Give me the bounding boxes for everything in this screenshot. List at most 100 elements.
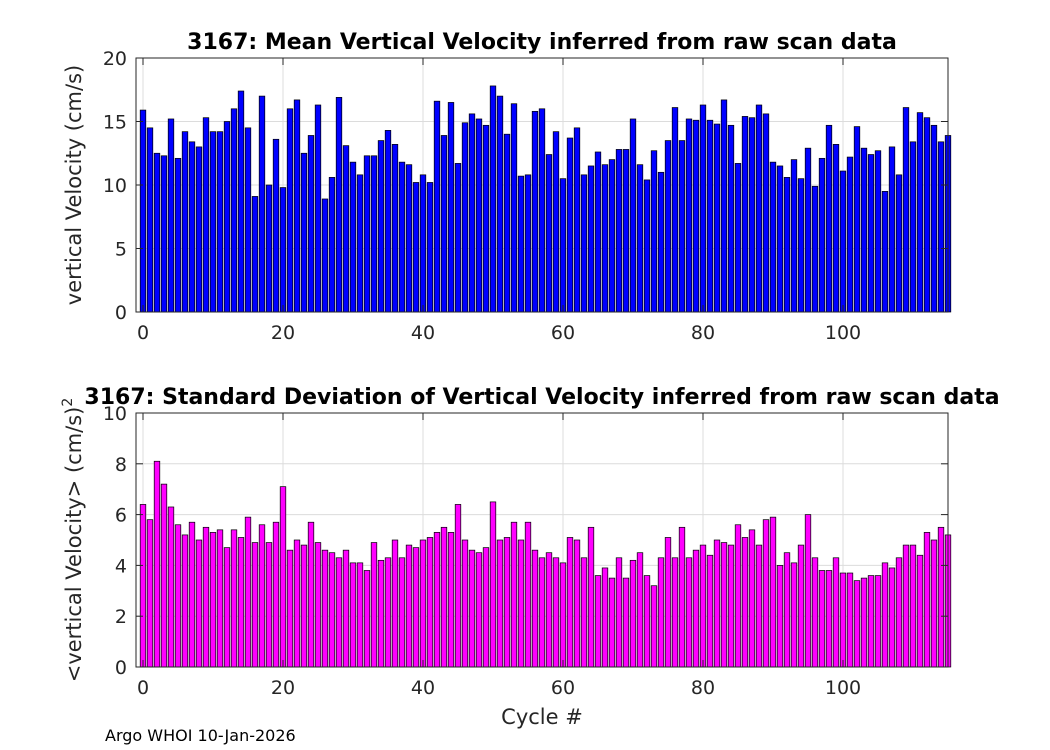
bar <box>692 119 700 313</box>
bar <box>405 164 413 313</box>
bar <box>153 460 161 668</box>
bar <box>181 534 189 668</box>
bar <box>811 557 819 668</box>
bar <box>475 552 483 668</box>
bar <box>790 562 798 668</box>
bar <box>937 141 945 313</box>
x-tick-label: 60 <box>551 322 575 344</box>
bar <box>426 537 434 668</box>
x-axis-label: Cycle # <box>501 705 583 729</box>
bar <box>720 542 728 668</box>
y-tick-label: 6 <box>115 505 127 527</box>
x-tick-label: 40 <box>411 322 435 344</box>
bar <box>216 529 224 668</box>
bar <box>818 570 826 668</box>
bar <box>601 567 609 668</box>
bar <box>356 562 364 668</box>
bar <box>545 154 553 313</box>
bar <box>146 127 154 313</box>
bar <box>916 112 924 313</box>
bar <box>769 516 777 668</box>
bar <box>685 118 693 313</box>
bar <box>272 138 280 313</box>
bar <box>517 175 525 313</box>
x-tick-label: 80 <box>691 677 715 699</box>
bar <box>573 127 581 313</box>
bar <box>440 526 448 668</box>
bar <box>181 131 189 313</box>
bar <box>314 542 322 668</box>
bar <box>468 549 476 668</box>
y-tick-label: 2 <box>115 606 127 628</box>
bar <box>398 161 406 313</box>
bar <box>454 163 462 313</box>
bar <box>811 185 819 313</box>
y-tick-label: 4 <box>115 555 127 577</box>
bar <box>545 552 553 668</box>
bar <box>888 567 896 668</box>
bar <box>377 140 385 313</box>
bar <box>832 144 840 313</box>
bar <box>776 565 784 668</box>
y-tick-label: 0 <box>115 657 127 679</box>
bar <box>321 198 329 313</box>
bar <box>538 557 546 668</box>
bar <box>349 161 357 313</box>
bar <box>867 154 875 313</box>
bar <box>657 171 665 313</box>
bar <box>482 124 490 313</box>
y-tick-label: 10 <box>103 403 127 425</box>
bar <box>902 107 910 313</box>
bar <box>426 182 434 313</box>
bar <box>846 572 854 668</box>
bar <box>384 557 392 668</box>
bar <box>524 174 532 313</box>
bar <box>496 95 504 313</box>
bar <box>321 549 329 668</box>
bar <box>188 141 196 313</box>
x-tick-label: 20 <box>271 677 295 699</box>
bar <box>398 557 406 668</box>
bar <box>559 562 567 668</box>
bar <box>272 521 280 668</box>
bar <box>475 118 483 313</box>
bar <box>377 559 385 668</box>
bar <box>258 524 266 668</box>
bar <box>244 516 252 668</box>
bar <box>265 542 273 668</box>
bar <box>678 140 686 313</box>
bar <box>209 131 217 313</box>
bar <box>195 539 203 668</box>
bar <box>671 557 679 668</box>
bar <box>230 529 238 668</box>
bar <box>468 113 476 313</box>
bar <box>867 575 875 668</box>
bar <box>195 146 203 313</box>
bar <box>342 145 350 313</box>
bar <box>293 99 301 313</box>
bar <box>559 178 567 313</box>
bar <box>657 557 665 668</box>
bar <box>615 557 623 668</box>
bar <box>566 137 574 313</box>
x-tick-label: 100 <box>825 322 861 344</box>
bar <box>209 532 217 668</box>
bar <box>832 557 840 668</box>
bar <box>286 108 294 313</box>
bar <box>251 542 259 668</box>
bar <box>706 554 714 668</box>
bar <box>713 123 721 313</box>
bar <box>363 155 371 313</box>
bar <box>202 117 210 313</box>
y-tick-label: 5 <box>115 239 127 261</box>
y-tick-label: 15 <box>103 112 127 134</box>
bar <box>629 559 637 668</box>
bar <box>216 131 224 313</box>
bar <box>930 124 938 313</box>
bar <box>496 539 504 668</box>
bar <box>895 174 903 313</box>
bar <box>174 157 182 313</box>
bar <box>188 521 196 668</box>
bar <box>839 170 847 313</box>
bar <box>419 539 427 668</box>
